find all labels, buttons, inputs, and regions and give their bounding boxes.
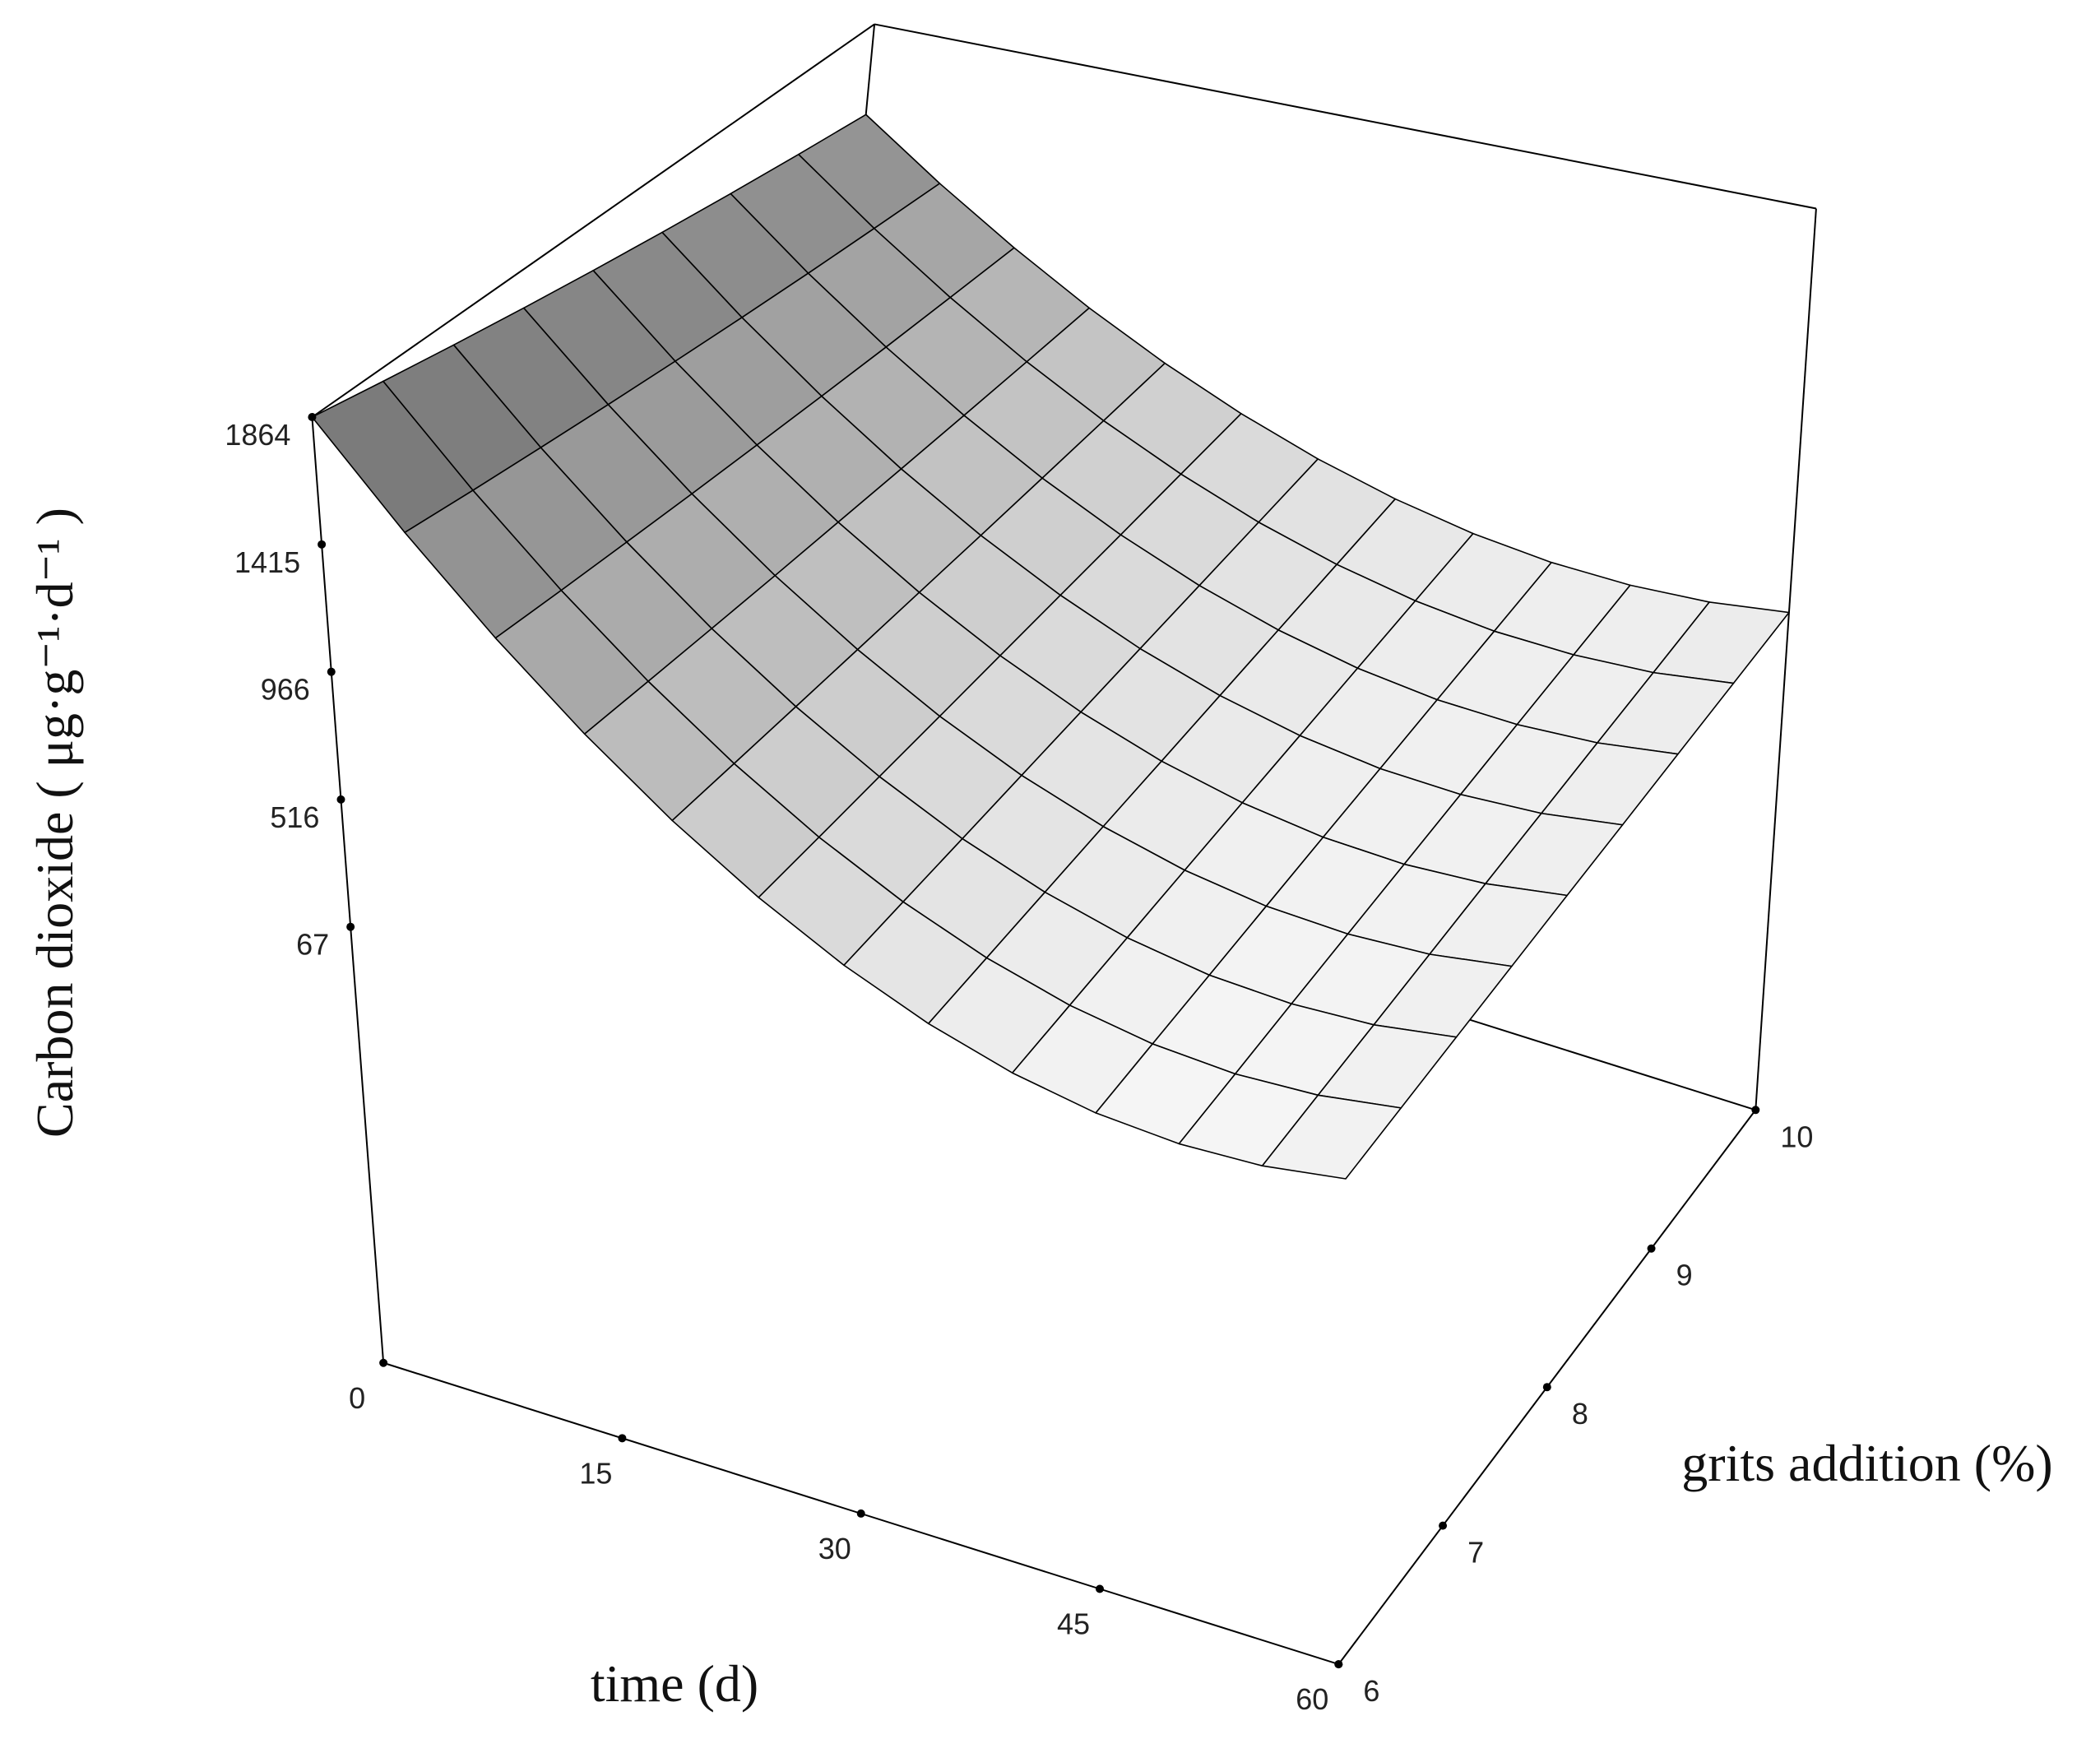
y-tick xyxy=(1647,1244,1656,1253)
z-tick xyxy=(336,795,345,804)
x-axis-title: time (d) xyxy=(591,1654,758,1713)
box-edge xyxy=(311,23,875,418)
z-tick-label: 966 xyxy=(261,673,310,707)
x-tick-label: 0 xyxy=(349,1381,365,1415)
y-tick-label: 6 xyxy=(1363,1674,1379,1708)
x-tick-label: 60 xyxy=(1296,1682,1328,1716)
z-tick-label: 516 xyxy=(270,800,319,834)
z-tick xyxy=(308,413,317,422)
box-edge xyxy=(1755,208,1817,1111)
box-edge xyxy=(311,416,385,1363)
y-tick-label: 10 xyxy=(1780,1120,1813,1153)
z-tick-label: 1864 xyxy=(225,418,290,452)
x-tick xyxy=(379,1358,388,1367)
x-tick-label: 45 xyxy=(1057,1607,1090,1641)
surface-cell xyxy=(1261,1094,1402,1180)
z-tick xyxy=(346,922,355,931)
z-tick-label: 1415 xyxy=(234,545,300,579)
x-tick xyxy=(618,1434,627,1443)
box-edge xyxy=(874,23,1817,210)
y-tick xyxy=(1542,1383,1551,1392)
y-tick-label: 8 xyxy=(1572,1397,1588,1431)
x-tick xyxy=(856,1509,865,1518)
x-tick-label: 30 xyxy=(818,1532,851,1565)
z-tick-label: 67 xyxy=(296,928,329,962)
x-tick xyxy=(1096,1584,1105,1593)
z-axis-title: Carbon dioxide ( μg·g⁻¹·d⁻¹ ) xyxy=(25,508,84,1138)
y-tick-label: 7 xyxy=(1467,1536,1484,1570)
z-tick xyxy=(318,540,327,549)
y-tick xyxy=(1334,1660,1343,1669)
y-tick xyxy=(1439,1521,1448,1530)
x-tick-label: 15 xyxy=(579,1456,612,1490)
y-tick xyxy=(1751,1106,1760,1115)
y-tick-label: 9 xyxy=(1676,1259,1693,1292)
y-axis-title: grits addition (%) xyxy=(1681,1434,2052,1492)
z-tick xyxy=(327,667,336,676)
